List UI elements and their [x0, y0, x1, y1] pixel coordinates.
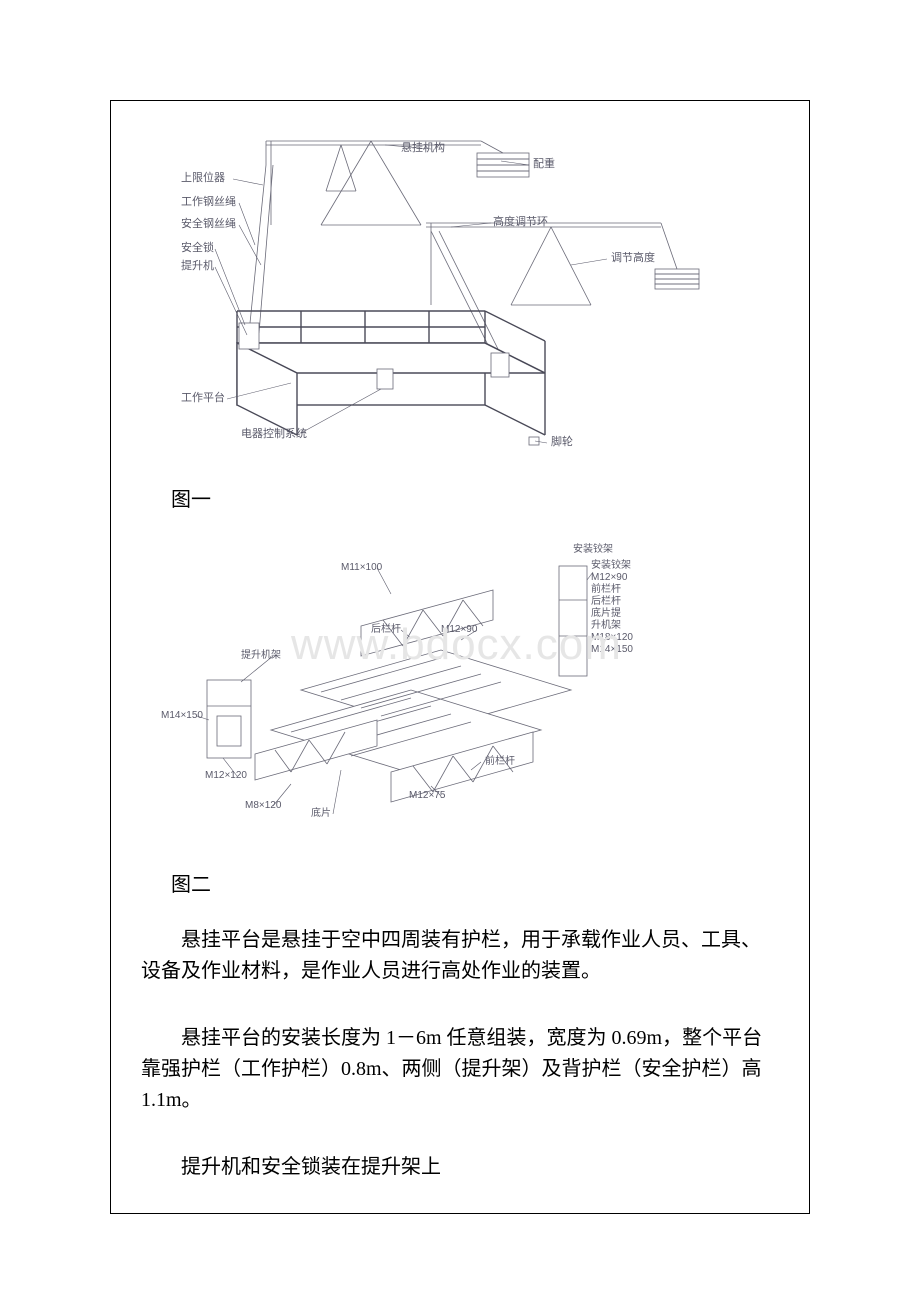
content-border: 上限位器 工作钢丝绳 安全钢丝绳 安全锁 提升机 悬挂机构 配重 高度调节环 调… [110, 100, 810, 1214]
figure-1-caption: 图一 [171, 483, 779, 512]
fig2-spec-3: 后栏杆 [591, 594, 621, 607]
fig1-label-suspension: 悬挂机构 [401, 140, 445, 154]
fig2-m12x75: M12×75 [409, 790, 446, 801]
fig1-label-platform: 工作平台 [181, 390, 225, 404]
fig2-spec-5: 升机架 [591, 618, 621, 631]
fig1-label-hoist: 提升机 [181, 258, 214, 272]
fig2-m8x120: M8×120 [245, 800, 282, 811]
figure-2-svg: 安装铰架 安装铰架 M12×90 前栏杆 后栏杆 底片提 升机架 M18×120… [141, 540, 701, 850]
paragraph-3: 提升机和安全锁装在提升架上 [141, 1152, 779, 1183]
figure-2: www.bdocx.com [141, 540, 779, 850]
fig2-m12x120: M12×120 [205, 770, 247, 781]
fig1-label-adj-height: 调节高度 [611, 250, 655, 264]
fig2-m12x90: M12×90 [441, 624, 478, 635]
paragraph-1: 悬挂平台是悬挂于空中四周装有护栏，用于承载作业人员、工具、设备及作业材料，是作业… [141, 925, 779, 987]
paragraph-2: 悬挂平台的安装长度为 1－6m 任意组装，宽度为 0.69m，整个平台靠强护栏（… [141, 1023, 779, 1116]
fig2-front-rail: 前栏杆 [485, 754, 515, 767]
fig1-label-caster: 脚轮 [551, 434, 573, 448]
fig2-spec-0: 安装铰架 [591, 558, 631, 571]
fig2-rear-rail: 后栏杆 [371, 622, 401, 635]
fig1-label-elec: 电器控制系统 [241, 426, 307, 440]
fig2-title-top: 安装铰架 [573, 542, 613, 555]
fig2-spec-6: M18×120 [591, 632, 633, 643]
fig1-label-safety-rope: 安全钢丝绳 [181, 216, 236, 230]
fig2-bottom: 底片 [311, 806, 331, 819]
fig1-label-work-rope: 工作钢丝绳 [181, 194, 236, 208]
fig2-spec-7: M14×150 [591, 644, 633, 655]
fig2-spec-4: 底片提 [591, 606, 621, 619]
fig1-label-counterweight: 配重 [533, 156, 555, 170]
fig2-m11x100: M11×100 [341, 562, 383, 573]
figure-1: 上限位器 工作钢丝绳 安全钢丝绳 安全锁 提升机 悬挂机构 配重 高度调节环 调… [141, 105, 779, 465]
fig2-m14x150: M14×150 [161, 710, 203, 721]
fig1-label-safety-lock: 安全锁 [181, 240, 214, 254]
fig1-label-upper-limit: 上限位器 [181, 170, 225, 184]
fig1-label-adj-ring: 高度调节环 [493, 214, 548, 228]
figure-2-caption: 图二 [171, 868, 779, 897]
fig2-spec-2: 前栏杆 [591, 582, 621, 595]
fig2-spec-1: M12×90 [591, 572, 628, 583]
fig2-hoist-frame: 提升机架 [241, 648, 281, 661]
figure-1-svg: 上限位器 工作钢丝绳 安全钢丝绳 安全锁 提升机 悬挂机构 配重 高度调节环 调… [141, 105, 701, 465]
document-page: 上限位器 工作钢丝绳 安全钢丝绳 安全锁 提升机 悬挂机构 配重 高度调节环 调… [0, 0, 920, 1302]
